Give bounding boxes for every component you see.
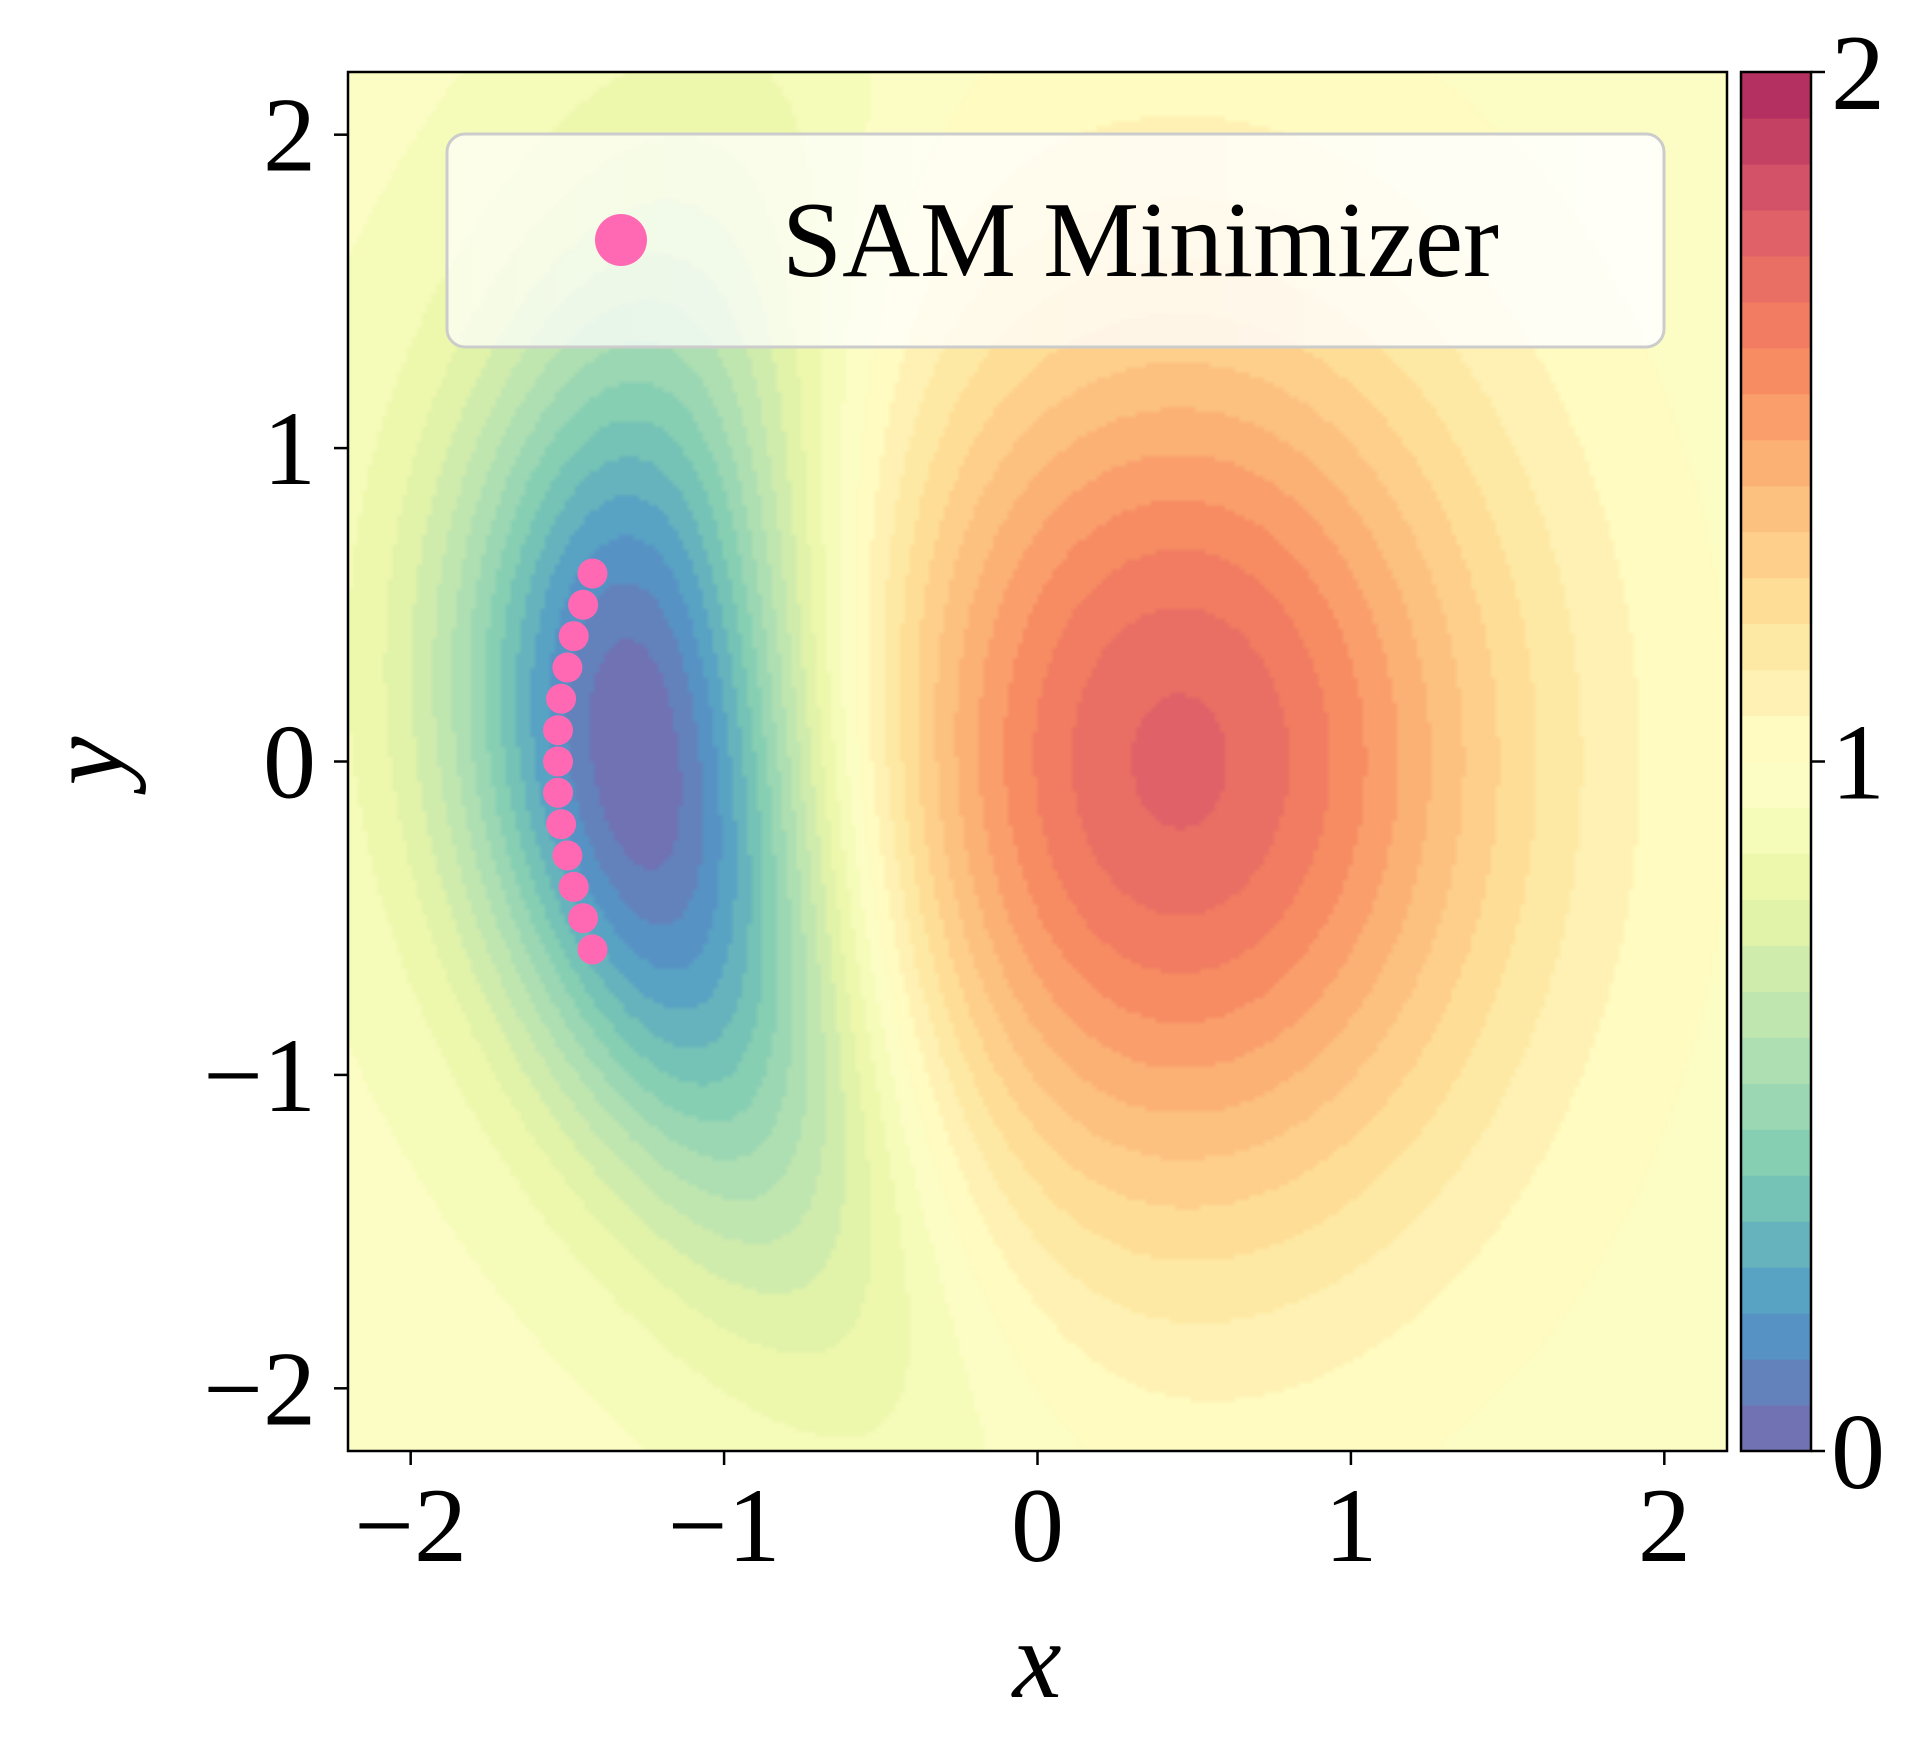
x-tick-label: 1 <box>1324 1467 1377 1584</box>
colorbar-band <box>1741 577 1811 625</box>
sam-minimizer-point <box>552 652 583 683</box>
sam-minimizer-point <box>568 589 599 620</box>
sam-minimizer-point <box>543 746 573 777</box>
colorbar-band <box>1741 72 1811 119</box>
x-axis-label: x <box>1011 1599 1062 1721</box>
colorbar-band <box>1741 1037 1811 1084</box>
colorbar-band <box>1741 347 1811 395</box>
colorbar-band <box>1741 807 1811 855</box>
colorbar-band <box>1741 945 1811 992</box>
sam-minimizer-point <box>552 840 583 871</box>
y-tick-label: 2 <box>263 77 316 194</box>
colorbar-band <box>1741 1083 1811 1130</box>
colorbar-band <box>1741 1405 1811 1452</box>
colorbar-band <box>1741 853 1811 900</box>
colorbar-band <box>1741 117 1811 165</box>
x-axis: −2 −1 0 1 2 <box>354 1451 1691 1584</box>
legend-label-sam-minimizer: SAM Minimizer <box>782 181 1499 300</box>
colorbar-band <box>1741 1221 1811 1268</box>
colorbar-bands <box>1741 72 1811 1452</box>
colorbar-tick-label: 2 <box>1831 14 1885 133</box>
colorbar-band <box>1741 1313 1811 1360</box>
colorbar-band <box>1741 715 1811 763</box>
sam-minimizer-point <box>558 621 589 652</box>
colorbar-ticks: 0 1 2 <box>1811 14 1885 1512</box>
y-tick-label: 0 <box>263 704 316 821</box>
x-tick-label: −1 <box>668 1467 781 1584</box>
legend-marker-sam-minimizer <box>595 214 647 266</box>
sam-minimizer-series <box>543 558 608 965</box>
x-tick-label: 0 <box>1011 1467 1064 1584</box>
colorbar-band <box>1741 623 1811 671</box>
y-tick-label: −1 <box>203 1017 316 1134</box>
colorbar-band <box>1741 393 1811 441</box>
colorbar-band <box>1741 163 1811 211</box>
colorbar-band <box>1741 255 1811 303</box>
colorbar-band <box>1741 991 1811 1038</box>
colorbar-band <box>1741 669 1811 717</box>
legend-box <box>445 132 1666 349</box>
colorbar-band <box>1741 439 1811 487</box>
y-axis-label: y <box>24 736 146 795</box>
colorbar-band <box>1741 209 1811 257</box>
sam-minimizer-point <box>543 715 573 746</box>
y-axis: −2 −1 0 1 2 <box>203 77 348 1447</box>
colorbar: 0 1 2 <box>1739 14 1885 1512</box>
colorbar-band <box>1741 1267 1811 1314</box>
y-tick-label: −2 <box>203 1330 316 1447</box>
x-tick-label: −2 <box>354 1467 467 1584</box>
colorbar-band <box>1741 1175 1811 1222</box>
colorbar-tick-label: 1 <box>1831 704 1885 823</box>
colorbar-band <box>1741 531 1811 579</box>
sam-minimizer-point <box>546 683 577 714</box>
colorbar-band <box>1741 1359 1811 1406</box>
colorbar-band <box>1741 485 1811 533</box>
colorbar-band <box>1741 301 1811 349</box>
sam-minimizer-point <box>558 871 589 902</box>
sam-minimizer-point <box>577 934 608 965</box>
sam-minimizer-point <box>543 777 573 808</box>
colorbar-tick-label: 0 <box>1831 1393 1885 1512</box>
y-tick-label: 1 <box>263 390 316 507</box>
legend: SAM Minimizer <box>445 132 1666 349</box>
sam-minimizer-point <box>546 809 577 840</box>
colorbar-band <box>1741 761 1811 809</box>
x-tick-label: 2 <box>1638 1467 1691 1584</box>
sam-minimizer-point <box>568 903 599 934</box>
colorbar-band <box>1741 1129 1811 1176</box>
sam-minimizer-point <box>577 558 608 589</box>
colorbar-band <box>1741 899 1811 946</box>
